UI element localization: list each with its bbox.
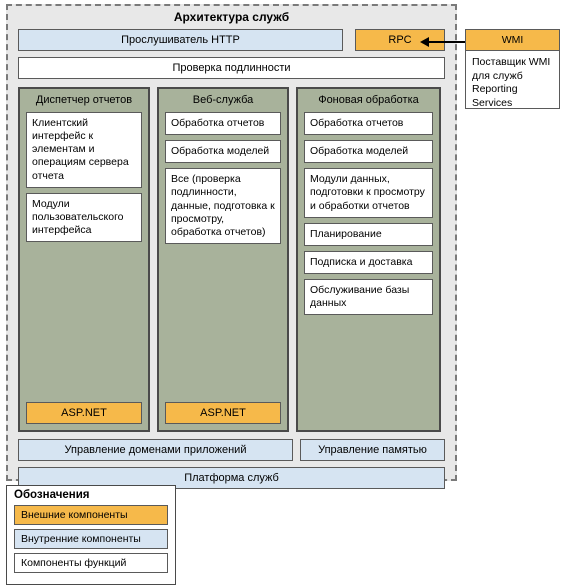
wmi-body: Поставщик WMI для служб Reporting Servic… (466, 51, 559, 116)
col2-title: Веб-служба (165, 94, 281, 106)
columns-row: Диспетчер отчетов Клиентский интерфейс к… (18, 87, 445, 432)
col3-box-subscription: Подписка и доставка (304, 251, 433, 274)
web-service-column: Веб-служба Обработка отчетов Обработка м… (157, 87, 289, 432)
top-row: Прослушиватель HTTP RPC (18, 29, 445, 51)
legend-internal: Внутренние компоненты (14, 529, 168, 549)
col3-box-db-maint: Обслуживание базы данных (304, 279, 433, 315)
col3-box-scheduling: Планирование (304, 223, 433, 246)
architecture-title: Архитектура служб (18, 10, 445, 24)
col2-box-report-proc: Обработка отчетов (165, 112, 281, 135)
col1-box-ui-modules: Модули пользовательского интерфейса (26, 193, 142, 242)
legend-title: Обозначения (14, 489, 168, 501)
legend-external: Внешние компоненты (14, 505, 168, 525)
wmi-box: WMI Поставщик WMI для служб Reporting Se… (465, 29, 560, 109)
col1-box-client-ui: Клиентский интерфейс к элементам и опера… (26, 112, 142, 188)
app-domain-box: Управление доменами приложений (18, 439, 293, 461)
auth-box: Проверка подлинности (18, 57, 445, 79)
report-manager-column: Диспетчер отчетов Клиентский интерфейс к… (18, 87, 150, 432)
col2-box-model-proc: Обработка моделей (165, 140, 281, 163)
http-listener-box: Прослушиватель HTTP (18, 29, 343, 51)
col3-box-data-modules: Модули данных, подготовки к просмотру и … (304, 168, 433, 217)
wmi-header: WMI (466, 30, 559, 51)
memory-mgmt-box: Управление памятью (300, 439, 445, 461)
legend-box: Обозначения Внешние компоненты Внутренни… (6, 485, 176, 585)
col1-title: Диспетчер отчетов (26, 94, 142, 106)
wmi-to-rpc-arrow (420, 37, 465, 47)
col2-box-all: Все (проверка подлинности, данные, подго… (165, 168, 281, 244)
legend-functional: Компоненты функций (14, 553, 168, 573)
col2-aspnet: ASP.NET (165, 402, 281, 424)
col3-box-model-proc: Обработка моделей (304, 140, 433, 163)
background-processing-column: Фоновая обработка Обработка отчетов Обра… (296, 87, 441, 432)
col3-box-report-proc: Обработка отчетов (304, 112, 433, 135)
mgmt-row: Управление доменами приложений Управлени… (18, 439, 445, 461)
col1-aspnet: ASP.NET (26, 402, 142, 424)
col3-title: Фоновая обработка (304, 94, 433, 106)
architecture-container: Архитектура служб Прослушиватель HTTP RP… (6, 4, 457, 481)
